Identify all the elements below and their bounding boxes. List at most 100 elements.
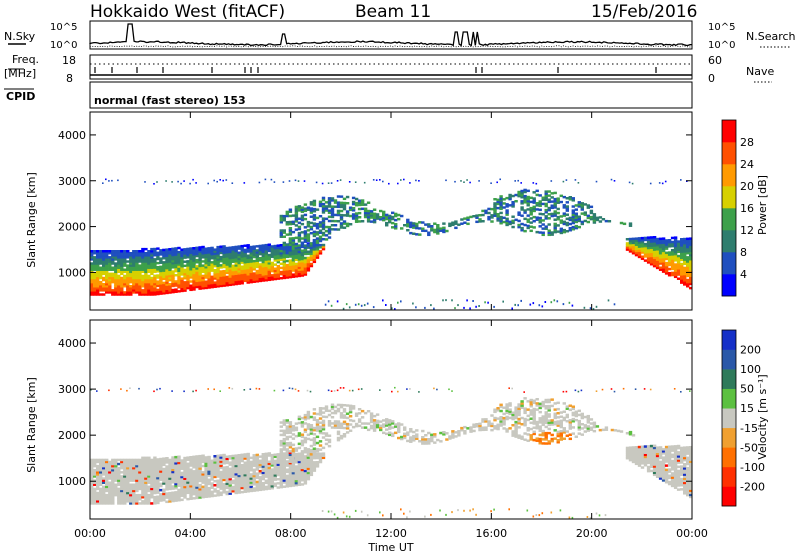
echo-cell <box>90 479 94 482</box>
echo-cell <box>225 468 229 471</box>
echo-cell <box>273 484 277 488</box>
echo-cell <box>144 260 148 263</box>
echo-cell <box>201 479 205 482</box>
echo-cell <box>267 276 271 279</box>
echo-cell <box>246 471 250 474</box>
echo-cell <box>129 291 133 294</box>
echo-cell <box>180 252 184 256</box>
echo-cell <box>391 422 395 425</box>
echo-cell <box>556 211 560 215</box>
echo-cell <box>105 493 109 497</box>
echo-cell <box>246 465 250 468</box>
echo-speckle <box>463 509 465 512</box>
echo-cell <box>300 421 305 424</box>
echo-cell <box>291 220 296 224</box>
echo-cell <box>523 419 527 423</box>
echo-cell <box>225 470 229 473</box>
echo-cell <box>234 491 238 495</box>
echo-cell <box>198 287 202 290</box>
echo-cell <box>120 483 124 486</box>
echo-cell <box>225 255 229 258</box>
echo-cell <box>559 227 563 231</box>
echo-cell <box>282 262 286 265</box>
echo-cell <box>210 281 214 285</box>
echo-cell <box>240 476 244 479</box>
echo-cell <box>496 217 500 220</box>
echo-cell <box>252 481 256 484</box>
echo-cell <box>195 269 199 272</box>
power-cbar-tick: 28 <box>740 136 754 149</box>
echo-cell <box>670 265 675 268</box>
echo-cell <box>574 216 578 220</box>
echo-cell <box>141 489 145 493</box>
echo-speckle <box>403 512 405 515</box>
echo-cell <box>186 264 190 267</box>
echo-cell <box>580 414 584 418</box>
echo-cell <box>237 268 241 271</box>
echo-cell <box>183 456 187 460</box>
echo-cell <box>273 246 277 250</box>
echo-cell <box>231 246 235 249</box>
echo-cell <box>264 473 268 476</box>
echo-speckle <box>363 304 366 307</box>
echo-cell <box>141 477 145 480</box>
echo-cell <box>680 277 684 280</box>
echo-cell <box>213 262 217 266</box>
echo-cell <box>517 426 521 429</box>
echo-speckle <box>400 300 402 303</box>
echo-cell <box>351 196 356 200</box>
echo-cell <box>120 479 124 482</box>
echo-cell <box>273 275 277 279</box>
echo-cell <box>90 283 94 286</box>
echo-cell <box>514 423 518 426</box>
echo-cell <box>228 265 232 268</box>
echo-cell <box>165 264 169 268</box>
echo-cell <box>102 481 106 484</box>
echo-cell <box>637 241 642 244</box>
echo-cell <box>108 272 112 276</box>
echo-cell <box>114 283 118 286</box>
echo-cell <box>586 414 590 418</box>
echo-cell <box>93 256 97 259</box>
echo-cell <box>156 257 160 261</box>
echo-cell <box>351 405 356 408</box>
echo-speckle <box>538 304 541 307</box>
echo-cell <box>499 420 503 423</box>
echo-speckle <box>105 178 107 181</box>
echo-cell <box>168 264 172 267</box>
echo-cell <box>240 472 244 475</box>
echo-cell <box>312 433 317 436</box>
echo-cell <box>312 234 317 238</box>
echo-cell <box>553 204 557 207</box>
echo-cell <box>264 456 268 460</box>
echo-cell <box>379 428 383 432</box>
echo-cell <box>303 209 308 213</box>
echo-cell <box>147 264 151 267</box>
echo-cell <box>219 477 223 480</box>
echo-cell <box>279 262 283 266</box>
echo-cell <box>288 244 293 248</box>
echo-cell <box>111 493 115 497</box>
echo-speckle <box>219 390 221 392</box>
echo-cell <box>529 427 533 431</box>
echo-cell <box>541 419 545 422</box>
echo-cell <box>129 274 133 278</box>
echo-cell <box>255 486 259 490</box>
echo-cell <box>141 266 145 269</box>
echo-cell <box>108 262 112 265</box>
echo-cell <box>102 285 106 288</box>
echo-cell <box>354 218 359 221</box>
echo-cell <box>336 432 341 436</box>
echo-cell <box>177 470 181 473</box>
echo-cell <box>421 221 425 224</box>
echo-cell <box>153 247 157 251</box>
echo-cell <box>273 459 277 463</box>
echo-cell <box>261 250 265 253</box>
echo-cell <box>673 271 678 274</box>
echo-cell <box>264 485 268 489</box>
echo-cell <box>147 278 151 282</box>
echo-cell <box>240 247 244 250</box>
echo-cell <box>532 407 536 411</box>
echo-cell <box>135 460 139 464</box>
echo-cell <box>207 488 211 492</box>
